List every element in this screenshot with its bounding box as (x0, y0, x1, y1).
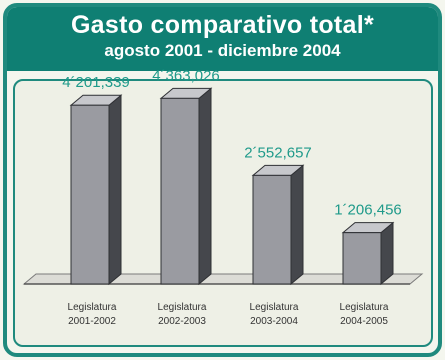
bar-side (108, 94, 122, 286)
data-label: 4´363,026 (152, 67, 220, 84)
bar-side (380, 221, 394, 286)
category-label: Legislatura (158, 302, 207, 313)
data-label: 2´552,657 (244, 144, 312, 161)
chart-header: Gasto comparativo total* agosto 2001 - d… (7, 7, 438, 71)
category-label: 2003-2004 (250, 316, 298, 327)
chart-subtitle: agosto 2001 - diciembre 2004 (104, 41, 341, 60)
category-label: Legislatura (68, 302, 117, 313)
category-label: Legislatura (250, 302, 299, 313)
bar (342, 232, 382, 285)
bar-side (198, 87, 212, 286)
category-label: 2002-2003 (158, 316, 206, 327)
category-label: 2001-2002 (68, 316, 116, 327)
bar (252, 174, 292, 285)
bar (70, 104, 110, 285)
bar-side (290, 164, 304, 286)
category-label: Legislatura (340, 302, 389, 313)
bar (160, 97, 200, 285)
data-label: 1´206,456 (334, 202, 402, 219)
data-label: 4´201,339 (62, 74, 130, 91)
chart-title: Gasto comparativo total* (70, 11, 375, 39)
category-label: 2004-2005 (340, 316, 388, 327)
